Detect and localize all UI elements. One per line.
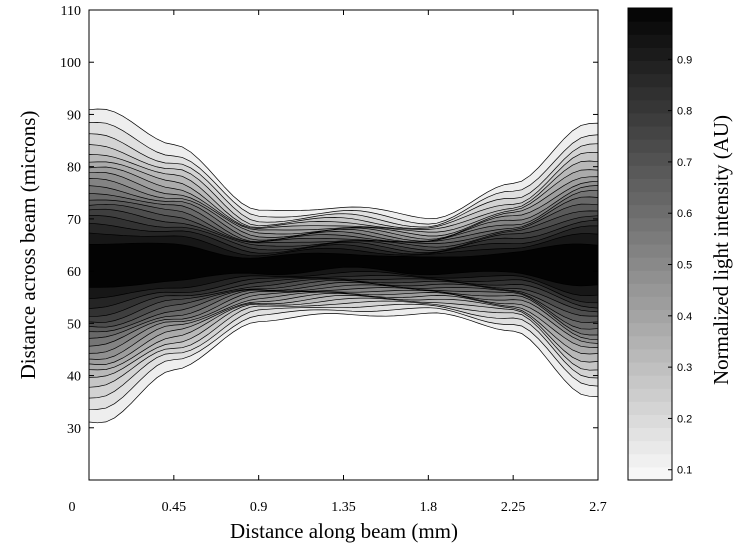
colorbar-frame bbox=[627, 7, 673, 481]
colorbar-segment bbox=[628, 283, 672, 297]
colorbar-segment bbox=[628, 322, 672, 337]
colorbar-segment bbox=[628, 8, 672, 22]
colorbar-tick-label: 0.1 bbox=[677, 465, 692, 477]
colorbar-tick-label: 0.7 bbox=[677, 157, 692, 169]
colorbar-segment bbox=[628, 47, 672, 61]
colorbar-segment bbox=[628, 375, 672, 389]
colorbar-tick-label: 0.9 bbox=[677, 54, 692, 66]
colorbar-segment bbox=[628, 165, 672, 179]
x-tick-label: 2.7 bbox=[589, 500, 607, 515]
y-tick-label: 60 bbox=[67, 265, 81, 280]
contour-bands bbox=[88, 10, 599, 480]
colorbar-segment bbox=[628, 126, 672, 140]
colorbar-segment bbox=[628, 191, 672, 206]
colorbar-segment bbox=[628, 244, 672, 258]
colorbar-tick-label: 0.8 bbox=[677, 106, 692, 118]
y-tick-label: 30 bbox=[67, 422, 81, 437]
colorbar-segment bbox=[628, 86, 672, 101]
y-tick-label: 100 bbox=[60, 56, 81, 71]
y-tick-label: 40 bbox=[67, 370, 81, 385]
colorbar-tick-label: 0.3 bbox=[677, 362, 692, 374]
y-axis: 30 40 50 60 70 80 90 100 110 bbox=[60, 4, 598, 437]
colorbar-segment bbox=[628, 257, 672, 271]
colorbar-segment bbox=[628, 440, 672, 455]
colorbar-segment bbox=[628, 21, 672, 35]
colorbar-tick-label: 0.4 bbox=[677, 311, 692, 323]
colorbar-segment bbox=[628, 427, 672, 442]
colorbar-segment bbox=[628, 217, 672, 232]
y-tick-label: 50 bbox=[67, 317, 81, 332]
y-tick-label: 90 bbox=[67, 108, 81, 123]
x-tick-label: 1.35 bbox=[331, 500, 356, 515]
colorbar-segment bbox=[628, 466, 672, 481]
colorbar: 0.1 0.2 0.3 0.4 0.5 0.6 0.7 0.8 0.9 bbox=[627, 7, 692, 481]
colorbar-segment bbox=[628, 60, 672, 75]
colorbar-segment bbox=[628, 152, 672, 166]
y-tick-label: 80 bbox=[67, 161, 81, 176]
colorbar-segment bbox=[628, 139, 672, 153]
colorbar-segment bbox=[628, 309, 672, 324]
x-axis: 0 0.45 0.9 1.35 1.8 2.25 2.7 bbox=[69, 10, 607, 515]
colorbar-tick-label: 0.2 bbox=[677, 413, 692, 425]
colorbar-segment bbox=[628, 388, 672, 402]
colorbar-tick-label: 0.6 bbox=[677, 208, 692, 220]
colorbar-segment bbox=[628, 112, 672, 127]
colorbar-segment bbox=[628, 99, 672, 114]
colorbar-segment bbox=[628, 34, 672, 48]
colorbar-segment bbox=[628, 178, 672, 193]
y-tick-label: 70 bbox=[67, 213, 81, 228]
x-tick-label: 1.8 bbox=[420, 500, 438, 515]
x-tick-label: 0.45 bbox=[162, 500, 187, 515]
colorbar-segment bbox=[628, 73, 672, 88]
colorbar-segment bbox=[628, 270, 672, 284]
y-tick-label: 110 bbox=[61, 4, 81, 19]
colorbar-segment bbox=[628, 414, 672, 429]
x-tick-label: 0 bbox=[69, 500, 76, 515]
x-tick-label: 0.9 bbox=[250, 500, 268, 515]
x-tick-label: 2.25 bbox=[501, 500, 526, 515]
colorbar-title: Normalized light intensity (AU) bbox=[709, 115, 733, 385]
x-axis-title: Distance along beam (mm) bbox=[230, 519, 458, 543]
colorbar-segment bbox=[628, 296, 672, 311]
colorbar-segment bbox=[628, 362, 672, 376]
colorbar-segment bbox=[628, 230, 672, 245]
colorbar-segment bbox=[628, 453, 672, 468]
colorbar-segment bbox=[628, 401, 672, 415]
colorbar-segment bbox=[628, 348, 672, 363]
colorbar-segment bbox=[628, 335, 672, 350]
colorbar-tick-label: 0.5 bbox=[677, 260, 692, 272]
y-axis-title: Distance across beam (microns) bbox=[16, 111, 40, 380]
colorbar-segment bbox=[628, 204, 672, 219]
